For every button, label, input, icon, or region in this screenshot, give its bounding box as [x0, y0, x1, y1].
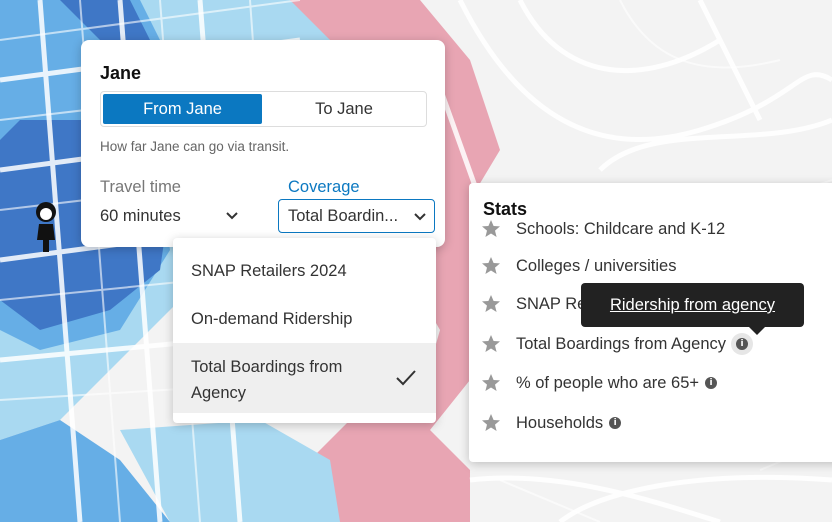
- star-icon[interactable]: [481, 294, 501, 314]
- field-label: Travel time: [100, 178, 181, 196]
- checkmark: [396, 370, 416, 386]
- star-icon[interactable]: [481, 256, 501, 276]
- dropdown-option[interactable]: On-demand Ridership: [191, 310, 353, 328]
- person-icon[interactable]: [33, 200, 59, 254]
- stat-label: Total Boardings from Agency: [516, 334, 727, 353]
- tab[interactable]: To Jane: [315, 100, 373, 118]
- stat-label: Schools: Childcare and K-12: [516, 219, 726, 238]
- coverage-select[interactable]: Total Boardin...: [278, 199, 435, 233]
- stat-label: Households: [516, 413, 604, 432]
- stats-title: Stats: [483, 199, 528, 219]
- tooltip: Ridership from agency: [581, 283, 804, 327]
- star-icon[interactable]: [481, 373, 501, 393]
- star-icon[interactable]: [481, 334, 501, 354]
- stat-item: % of people who are 65+ i: [481, 373, 718, 393]
- tab-active[interactable]: From Jane: [103, 94, 262, 124]
- stat-label: % of people who are 65+: [516, 373, 700, 392]
- stat-item: Schools: Childcare and K-12: [481, 219, 725, 239]
- info-icon[interactable]: i: [609, 417, 622, 429]
- field-label: Coverage: [288, 178, 360, 196]
- dropdown-option[interactable]: SNAP Retailers 2024: [191, 262, 347, 280]
- tooltip-pointer: [748, 326, 766, 335]
- jane-panel: Jane From Jane To Jane How far Jane can …: [81, 40, 445, 247]
- travel-time-select[interactable]: 60 minutes: [100, 207, 181, 225]
- panel-title: Jane: [100, 63, 142, 83]
- chevron: [226, 212, 238, 220]
- tooltip-text: Ridership from agency: [609, 296, 776, 314]
- select-value: Total Boardin...: [288, 207, 399, 225]
- info-icon[interactable]: i: [736, 338, 749, 350]
- stat-label: Colleges / universities: [516, 256, 677, 275]
- stat-item: Total Boardings from Agency i: [481, 334, 749, 354]
- option-text: Total Boardings from Agency: [191, 358, 343, 402]
- star-icon[interactable]: [481, 219, 501, 239]
- chevron: [414, 213, 426, 221]
- tab-group: From Jane To Jane: [100, 91, 427, 127]
- dropdown-option-selected[interactable]: Total Boardings from Agency: [173, 343, 436, 413]
- info-icon[interactable]: i: [705, 377, 718, 389]
- stat-item: Households i: [481, 413, 622, 433]
- star-icon[interactable]: [481, 413, 501, 433]
- stat-item: Colleges / universities: [481, 256, 677, 276]
- dropdown-menu: SNAP Retailers 2024 On-demand Ridership …: [173, 238, 436, 423]
- description: How far Jane can go via transit.: [100, 139, 290, 154]
